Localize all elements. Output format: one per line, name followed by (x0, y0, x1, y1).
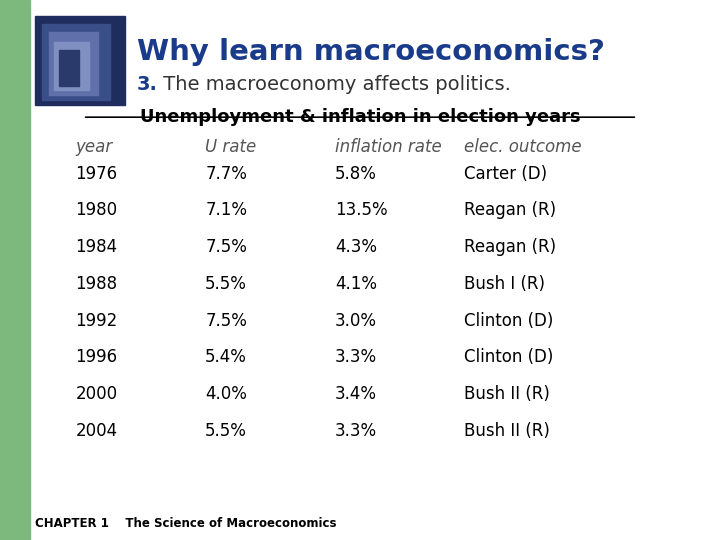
Text: Bush II (R): Bush II (R) (464, 422, 550, 440)
Text: 2004: 2004 (76, 422, 118, 440)
Text: CHAPTER 1    The Science of Macroeconomics: CHAPTER 1 The Science of Macroeconomics (35, 517, 336, 530)
Text: Carter (D): Carter (D) (464, 165, 547, 183)
Text: 3.0%: 3.0% (335, 312, 377, 329)
Text: 5.5%: 5.5% (205, 422, 247, 440)
Text: 3.4%: 3.4% (335, 385, 377, 403)
Text: 1992: 1992 (76, 312, 118, 329)
Text: 7.1%: 7.1% (205, 201, 247, 219)
Text: 7.5%: 7.5% (205, 238, 247, 256)
Text: 1988: 1988 (76, 275, 118, 293)
Text: 1980: 1980 (76, 201, 118, 219)
Text: Reagan (R): Reagan (R) (464, 238, 557, 256)
Text: 13.5%: 13.5% (335, 201, 387, 219)
Text: Bush II (R): Bush II (R) (464, 385, 550, 403)
Text: 1976: 1976 (76, 165, 118, 183)
Text: 4.3%: 4.3% (335, 238, 377, 256)
Text: 2000: 2000 (76, 385, 118, 403)
Text: Clinton (D): Clinton (D) (464, 312, 554, 329)
Text: year: year (76, 138, 113, 156)
Text: 7.5%: 7.5% (205, 312, 247, 329)
Text: elec. outcome: elec. outcome (464, 138, 582, 156)
Text: 1984: 1984 (76, 238, 118, 256)
Text: 4.1%: 4.1% (335, 275, 377, 293)
Text: 3.3%: 3.3% (335, 422, 377, 440)
Text: 4.0%: 4.0% (205, 385, 247, 403)
Text: 3.: 3. (137, 75, 158, 93)
Text: 5.5%: 5.5% (205, 275, 247, 293)
Text: inflation rate: inflation rate (335, 138, 441, 156)
Text: Why learn macroeconomics?: Why learn macroeconomics? (137, 38, 605, 66)
Text: 1996: 1996 (76, 348, 118, 366)
Text: Clinton (D): Clinton (D) (464, 348, 554, 366)
Text: 5.8%: 5.8% (335, 165, 377, 183)
Text: 7.7%: 7.7% (205, 165, 247, 183)
Text: 5.4%: 5.4% (205, 348, 247, 366)
Text: Unemployment & inflation in election years: Unemployment & inflation in election yea… (140, 108, 580, 126)
Text: U rate: U rate (205, 138, 256, 156)
Text: The macroeconomy affects politics.: The macroeconomy affects politics. (157, 75, 510, 93)
Text: Reagan (R): Reagan (R) (464, 201, 557, 219)
Text: 3.3%: 3.3% (335, 348, 377, 366)
Text: Bush I (R): Bush I (R) (464, 275, 546, 293)
